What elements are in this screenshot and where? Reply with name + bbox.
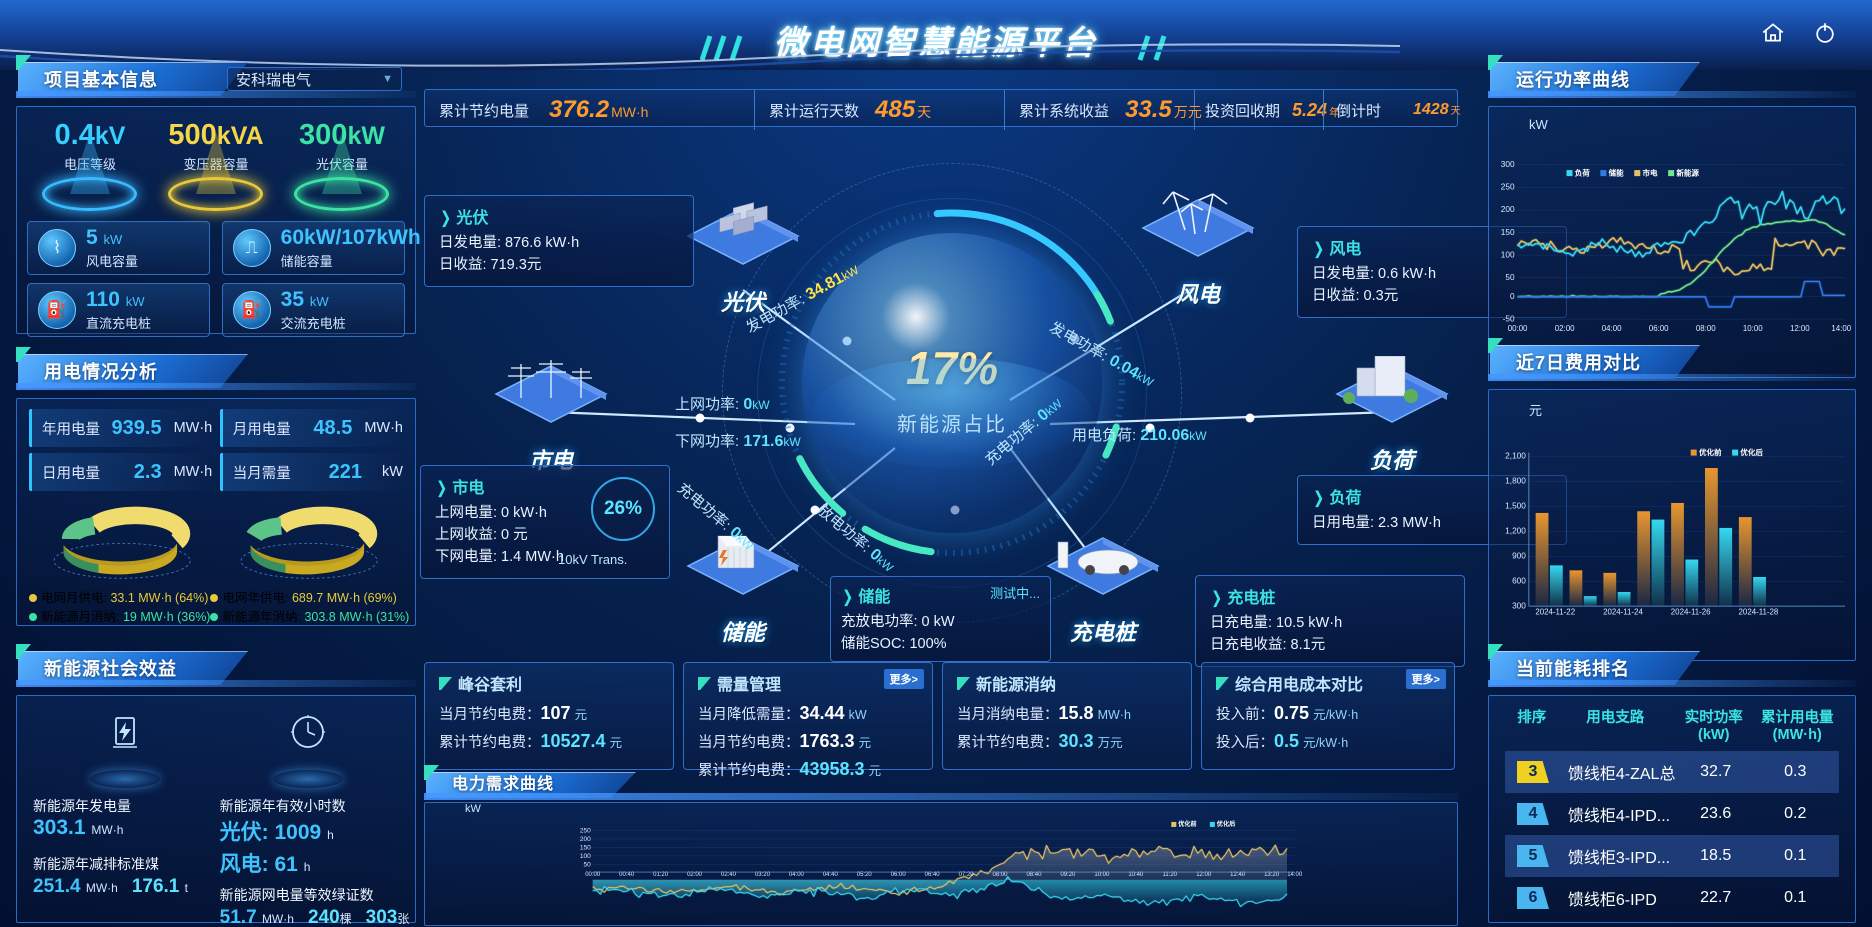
svg-text:04:00: 04:00: [1602, 324, 1622, 333]
svg-text:10:40: 10:40: [1128, 872, 1144, 878]
svg-text:10:00: 10:00: [1094, 872, 1110, 878]
svg-text:900: 900: [1512, 552, 1526, 561]
svg-text:03:20: 03:20: [755, 872, 771, 878]
svg-text:150: 150: [580, 844, 591, 851]
svg-text:12:40: 12:40: [1230, 872, 1246, 878]
svg-text:10:00: 10:00: [1743, 324, 1763, 333]
svg-text:14:00: 14:00: [1287, 872, 1303, 878]
svg-text:150: 150: [1501, 228, 1515, 237]
svg-text:05:20: 05:20: [857, 872, 873, 878]
svg-text:优化后: 优化后: [1217, 820, 1235, 828]
svg-text:02:00: 02:00: [687, 872, 703, 878]
svg-text:50: 50: [1505, 273, 1515, 282]
svg-text:12:00: 12:00: [1790, 324, 1810, 333]
svg-text:负荷: 负荷: [1575, 167, 1591, 177]
svg-text:0: 0: [1510, 292, 1515, 301]
svg-text:优化前: 优化前: [1699, 447, 1722, 457]
svg-text:06:00: 06:00: [1649, 324, 1669, 333]
svg-text:09:20: 09:20: [1060, 872, 1076, 878]
svg-text:08:00: 08:00: [1696, 324, 1716, 333]
svg-text:00:00: 00:00: [1508, 324, 1528, 333]
svg-text:储能: 储能: [1609, 167, 1625, 177]
svg-text:100: 100: [580, 853, 591, 860]
svg-text:200: 200: [1501, 205, 1515, 214]
svg-text:00:00: 00:00: [585, 872, 601, 878]
svg-text:优化前: 优化前: [1178, 820, 1196, 828]
svg-text:300: 300: [1512, 601, 1526, 610]
svg-text:08:00: 08:00: [993, 872, 1009, 878]
svg-text:04:00: 04:00: [789, 872, 805, 878]
svg-text:04:40: 04:40: [823, 872, 839, 878]
svg-text:300: 300: [1501, 160, 1515, 169]
svg-text:新能源: 新能源: [1676, 167, 1699, 177]
svg-text:11:20: 11:20: [1162, 872, 1177, 878]
svg-text:-50: -50: [1503, 314, 1515, 323]
svg-text:14:00: 14:00: [1831, 324, 1851, 333]
svg-text:50: 50: [583, 861, 591, 868]
svg-text:02:40: 02:40: [721, 872, 737, 878]
svg-text:02:00: 02:00: [1555, 324, 1575, 333]
svg-text:250: 250: [580, 827, 591, 834]
svg-text:06:40: 06:40: [925, 872, 941, 878]
svg-text:2024-11-28: 2024-11-28: [1739, 607, 1779, 616]
svg-text:06:00: 06:00: [891, 872, 907, 878]
svg-text:2,100: 2,100: [1505, 452, 1526, 461]
svg-text:01:20: 01:20: [653, 872, 669, 878]
svg-text:200: 200: [580, 836, 591, 843]
svg-text:2024-11-24: 2024-11-24: [1603, 607, 1643, 616]
svg-text:1,500: 1,500: [1505, 502, 1526, 511]
svg-text:优化后: 优化后: [1740, 447, 1763, 457]
svg-text:00:40: 00:40: [619, 872, 635, 878]
svg-text:2024-11-22: 2024-11-22: [1535, 607, 1575, 616]
svg-text:600: 600: [1512, 577, 1526, 586]
svg-text:07:20: 07:20: [959, 872, 975, 878]
svg-text:1,200: 1,200: [1505, 527, 1526, 536]
svg-text:13:20: 13:20: [1264, 872, 1280, 878]
svg-text:250: 250: [1501, 183, 1515, 192]
svg-text:1,800: 1,800: [1505, 476, 1526, 485]
svg-text:100: 100: [1501, 250, 1515, 259]
svg-text:市电: 市电: [1643, 167, 1659, 177]
svg-text:08:40: 08:40: [1027, 872, 1043, 878]
svg-text:2024-11-26: 2024-11-26: [1671, 607, 1711, 616]
svg-text:12:00: 12:00: [1196, 872, 1212, 878]
